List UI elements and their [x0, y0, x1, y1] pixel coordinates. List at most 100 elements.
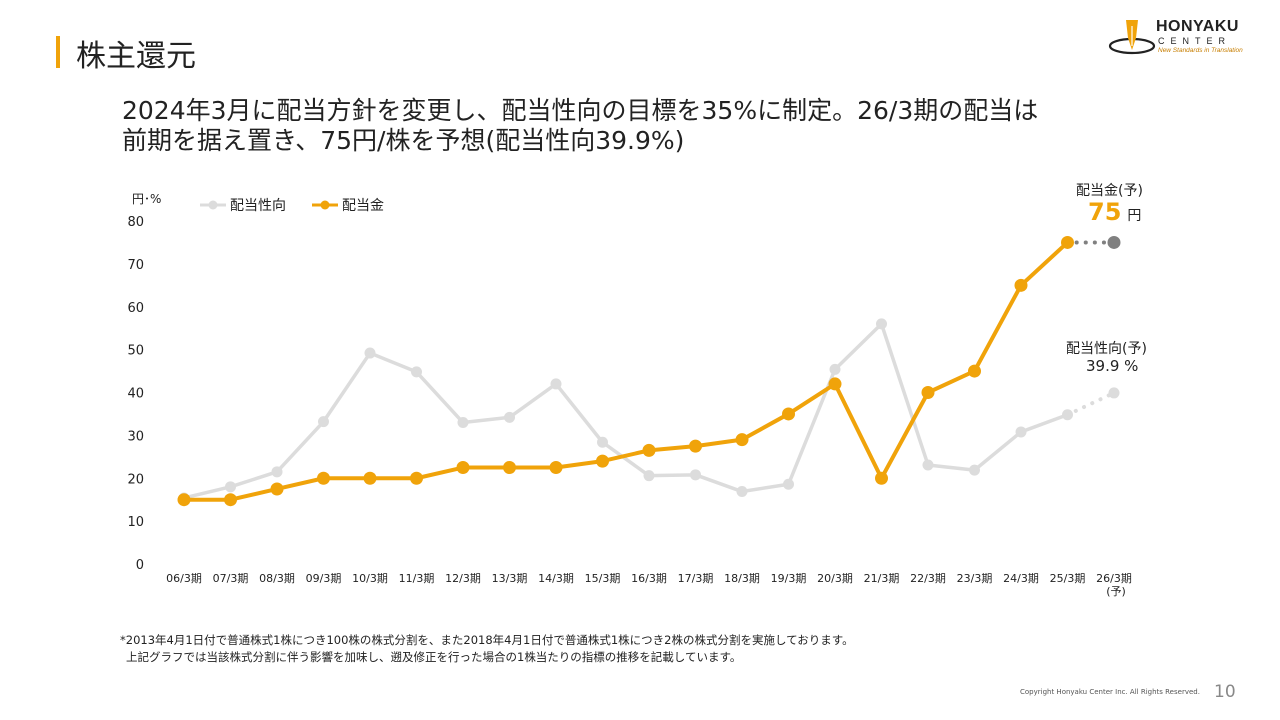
payout-point [364, 347, 376, 359]
x-tick-label: 21/3期 [864, 572, 900, 585]
payout-point [922, 459, 934, 471]
payout-forecast-value: 39.9 % [1086, 357, 1139, 375]
x-tick-label: 13/3期 [492, 572, 528, 585]
headline: 2024年3月に配当方針を変更し、配当性向の目標を35%に制定。26/3期の配当… [122, 96, 1038, 156]
dividend-point-forecast [1107, 235, 1121, 249]
title-accent-bar [56, 36, 60, 68]
x-tick-sublabel: (予) [1106, 585, 1126, 598]
legend-item-payout: 配当性向 [200, 195, 286, 215]
dividend-point [503, 461, 516, 475]
payout-point [318, 416, 329, 428]
y-tick-label: 60 [127, 301, 144, 316]
dividend-point [782, 407, 795, 421]
dividend-point [875, 471, 888, 485]
payout-point [411, 366, 422, 378]
payout-line [183, 322, 1069, 500]
x-tick-label: 20/3期 [817, 572, 853, 585]
y-tick-label: 20 [127, 472, 144, 487]
logo-name: HONYAKU [1156, 18, 1239, 35]
payout-point [1015, 426, 1027, 438]
payout-forecast-label: 配当性向(予) [1066, 341, 1147, 357]
legend-marker-payout [200, 200, 226, 210]
footnote-line-1: *2013年4月1日付で普通株式1株につき100株の株式分割を、また2018年4… [120, 633, 854, 647]
dividend-point [596, 454, 609, 468]
legend-item-dividend: 配当金 [312, 195, 384, 215]
payout-point [643, 470, 655, 482]
dividend-point [689, 439, 702, 453]
x-tick-label: 08/3期 [259, 572, 295, 585]
legend-label-payout: 配当性向 [230, 198, 286, 214]
dividend-line [184, 240, 1069, 502]
dividend-point [921, 386, 935, 399]
dividend-point [224, 493, 237, 507]
x-tick-label: 26/3期 [1096, 572, 1132, 585]
dividend-forecast-unit: 円 [1127, 208, 1142, 224]
x-tick-label: 24/3期 [1003, 572, 1039, 585]
headline-line-1: 2024年3月に配当方針を変更し、配当性向の目標を35%に制定。26/3期の配当… [122, 96, 1039, 125]
y-tick-label: 10 [127, 515, 144, 530]
dividend-chart: 0 10 20 30 40 50 60 70 80 06/3期 07/3期 08/3期 09/3期 10/… [127, 215, 1132, 598]
payout-point [597, 436, 608, 448]
legend-label-dividend: 配当金 [342, 198, 384, 214]
dividend-forecast-value: 75 円 [1088, 198, 1141, 226]
dividend-point [1061, 235, 1074, 249]
x-tick-label: 14/3期 [538, 572, 574, 585]
y-tick-label: 30 [127, 429, 144, 444]
payout-point [550, 378, 562, 390]
dividend-point [642, 443, 656, 457]
dividend-point [410, 471, 423, 485]
y-axis-unit: 円･% [132, 192, 162, 206]
x-tick-label: 25/3期 [1050, 572, 1086, 585]
dividend-point [177, 493, 191, 507]
y-tick-label: 40 [127, 387, 144, 402]
dividend-point [735, 433, 749, 447]
dividend-forecast-label: 配当金(予) [1076, 183, 1143, 199]
y-tick-label: 0 [136, 558, 144, 573]
dividend-point [270, 482, 284, 496]
logo-sub: CENTER [1158, 36, 1232, 46]
payout-point [271, 466, 283, 478]
copyright: Copyright Honyaku Center Inc. All Rights… [1020, 688, 1200, 696]
company-logo: HONYAKU CENTER New Standards in Translat… [1108, 16, 1248, 60]
page-title: 株主還元 [76, 39, 196, 74]
dividend-forecast-number: 75 [1088, 198, 1122, 226]
x-tick-label: 09/3期 [306, 572, 342, 585]
page-number: 10 [1214, 682, 1236, 702]
x-tick-label: 11/3期 [399, 572, 435, 585]
payout-point [457, 417, 469, 429]
payout-point [876, 318, 887, 330]
x-tick-label: 12/3期 [445, 572, 481, 585]
legend-marker-dividend [312, 200, 338, 210]
payout-point [829, 363, 841, 375]
x-tick-label: 06/3期 [166, 572, 202, 585]
footnote-line-2: 上記グラフでは当該株式分割に伴う影響を加味し、遡及修正を行った場合の1株当たりの… [126, 650, 742, 664]
x-tick-label: 19/3期 [771, 572, 807, 585]
x-tick-label: 15/3期 [585, 572, 621, 585]
logo-tagline: New Standards in Translation [1158, 47, 1243, 54]
x-tick-label: 23/3期 [957, 572, 993, 585]
payout-point [225, 481, 236, 493]
dividend-point [363, 471, 377, 485]
dividend-point [828, 377, 842, 391]
y-tick-label: 80 [127, 215, 144, 230]
x-tick-label: 22/3期 [910, 572, 946, 585]
x-tick-label: 18/3期 [724, 572, 760, 585]
x-tick-label: 07/3期 [213, 572, 249, 585]
dividend-point [317, 471, 330, 485]
x-tick-label: 16/3期 [631, 572, 667, 585]
x-tick-label: 10/3期 [352, 572, 388, 585]
payout-point [783, 478, 794, 490]
pen-nib-icon [1108, 20, 1156, 55]
payout-point [736, 486, 748, 498]
y-tick-label: 70 [127, 258, 144, 273]
x-tick-label: 17/3期 [678, 572, 714, 585]
chart-legend: 配当性向 配当金 [200, 195, 410, 215]
payout-point [969, 464, 980, 476]
dividend-point [1014, 278, 1028, 292]
dividend-point [968, 364, 981, 378]
dividend-point [549, 461, 563, 475]
payout-point [690, 469, 701, 481]
payout-point [1062, 409, 1073, 421]
payout-point [504, 411, 515, 423]
dividend-point [456, 461, 470, 475]
